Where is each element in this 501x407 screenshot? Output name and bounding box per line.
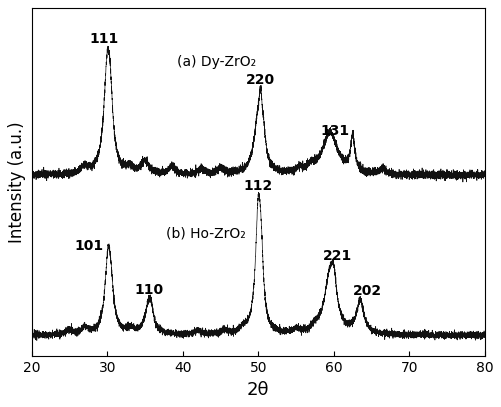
Text: 110: 110 (134, 283, 163, 297)
Text: (b) Ho-ZrO₂: (b) Ho-ZrO₂ (165, 227, 245, 241)
Text: 112: 112 (243, 179, 273, 193)
Text: 221: 221 (322, 249, 352, 263)
Text: 111: 111 (89, 32, 118, 46)
Text: 202: 202 (353, 284, 382, 298)
X-axis label: 2θ: 2θ (246, 381, 269, 399)
Text: 220: 220 (245, 73, 275, 87)
Text: (a) Dy-ZrO₂: (a) Dy-ZrO₂ (177, 55, 256, 69)
Y-axis label: Intensity (a.u.): Intensity (a.u.) (9, 121, 26, 243)
Text: 131: 131 (320, 124, 349, 138)
Text: 101: 101 (74, 239, 103, 253)
